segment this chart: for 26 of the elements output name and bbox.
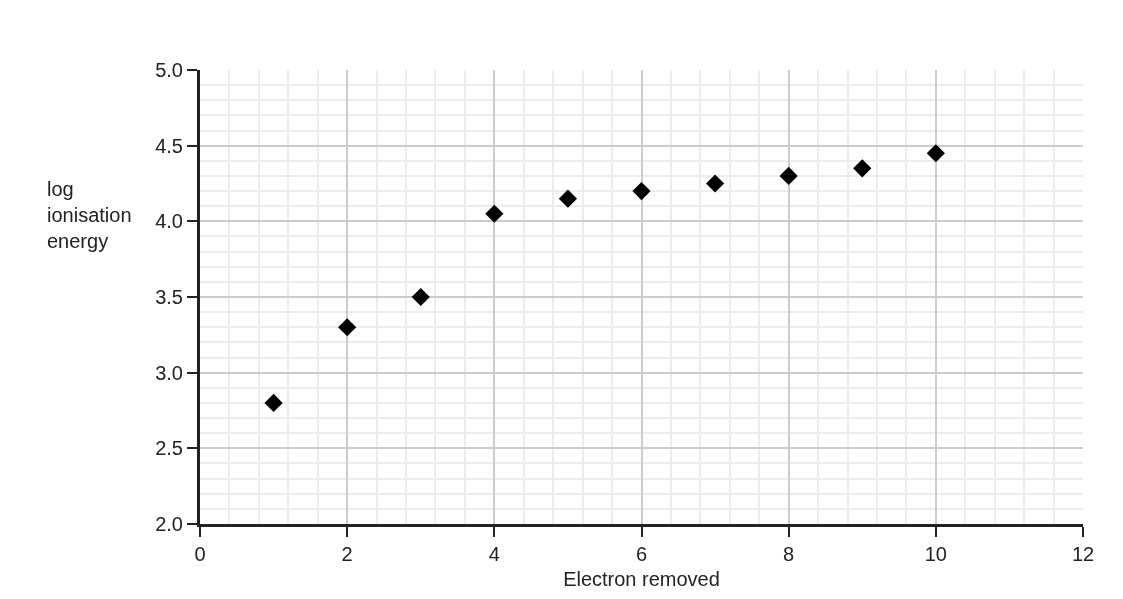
y-tick-label: 3.5: [155, 286, 183, 308]
y-tick-label: 4.5: [155, 134, 183, 157]
point: [632, 181, 651, 201]
y-tick-label: 4.0: [155, 210, 183, 233]
x-tick-label: 0: [194, 543, 206, 565]
y-tick-label: 5.0: [155, 59, 183, 81]
x-axis-title: Electron removed: [563, 567, 720, 590]
x-tick-label: 6: [635, 543, 648, 565]
y-tick-label: 2.5: [155, 437, 183, 460]
y-tick-label: 2.0: [155, 513, 183, 535]
point: [705, 174, 725, 193]
x-tick-label: 4: [488, 543, 500, 565]
y-axis-title: log ionisation energy: [47, 178, 132, 252]
point: [264, 393, 283, 413]
x-tick-label: 12: [1071, 543, 1095, 565]
x-tick-label: 10: [924, 543, 947, 565]
point: [926, 144, 945, 163]
point: [485, 204, 504, 223]
point: [779, 166, 798, 186]
point: [411, 287, 430, 307]
y-tick-label: 3.0: [155, 361, 183, 384]
point: [558, 189, 578, 208]
point: [853, 159, 872, 178]
point: [338, 318, 357, 337]
x-tick-label: 2: [341, 543, 353, 565]
x-tick-label: 8: [783, 543, 795, 565]
